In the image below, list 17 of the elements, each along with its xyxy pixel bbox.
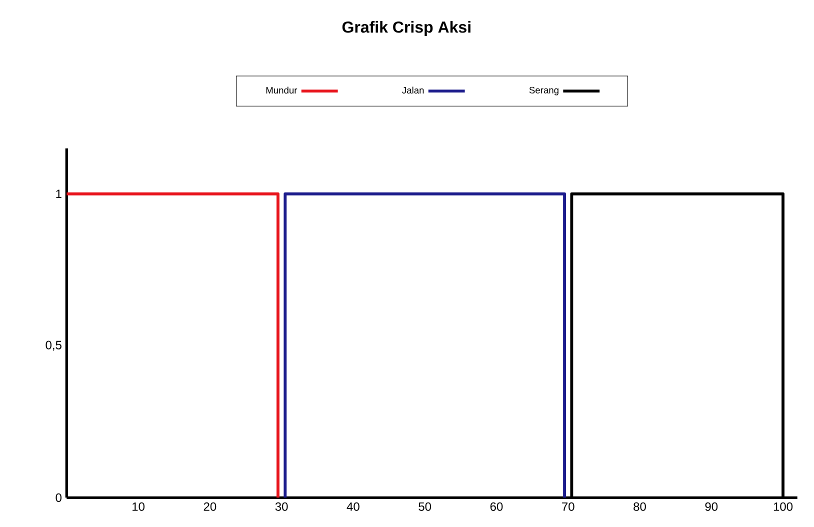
x-tick-label: 100 bbox=[774, 502, 793, 511]
legend-label: Jalan bbox=[402, 86, 424, 94]
y-tick-label: 0,5 bbox=[46, 340, 62, 351]
chart-title: Grafik Crisp Aksi bbox=[342, 21, 470, 36]
x-tick-label: 10 bbox=[132, 502, 145, 511]
x-tick-label: 20 bbox=[204, 502, 216, 511]
x-tick-label: 90 bbox=[705, 502, 718, 511]
legend-label: Mundur bbox=[266, 86, 298, 94]
x-tick-label: 60 bbox=[490, 502, 503, 511]
y-tick-label: 1 bbox=[56, 190, 62, 198]
x-tick-label: 50 bbox=[418, 502, 432, 511]
x-tick-label: 80 bbox=[634, 502, 646, 511]
legend-label: Serang bbox=[529, 86, 558, 96]
x-tick-label: 40 bbox=[346, 502, 360, 511]
y-tick-label: 0 bbox=[56, 493, 62, 502]
x-tick-label: 30 bbox=[275, 502, 288, 511]
x-tick-label: 70 bbox=[562, 502, 574, 511]
